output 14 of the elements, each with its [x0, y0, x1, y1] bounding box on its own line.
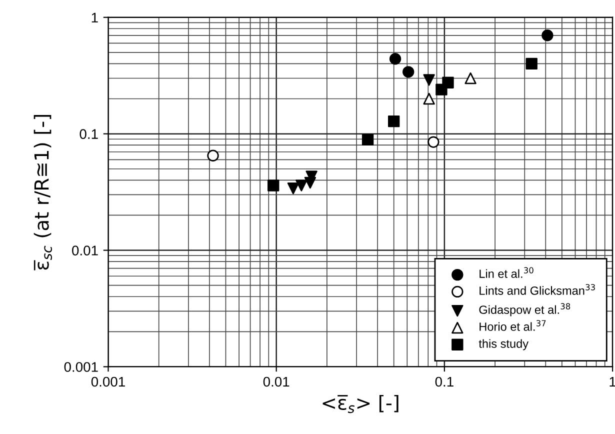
- legend-label: Lin et al.$^{30}$: [480, 267, 534, 278]
- y-axis-title: ε̅$_{sc}$ (at r/R≅1) [-]: [34, 114, 52, 270]
- legend-label: this study: [478, 339, 529, 350]
- y-tick-label: 0.01: [72, 246, 98, 256]
- x-axis-title: <ε̅$_{s}$> [-]: [322, 394, 398, 414]
- y-tick-label: 0.1: [80, 129, 98, 139]
- x-tick-label: 0.001: [91, 376, 125, 387]
- legend-label: Horio et al.$^{37}$: [480, 320, 546, 331]
- legend-label: Lints and Glicksman$^{33}$: [480, 284, 595, 295]
- y-tick-label: 1: [92, 12, 98, 22]
- x-tick-label: 0.1: [435, 376, 454, 387]
- y-tick-label: 0.001: [64, 362, 98, 372]
- x-tick-label: 0.01: [263, 376, 290, 387]
- legend-label: Gidaspow et al.$^{38}$: [479, 303, 570, 316]
